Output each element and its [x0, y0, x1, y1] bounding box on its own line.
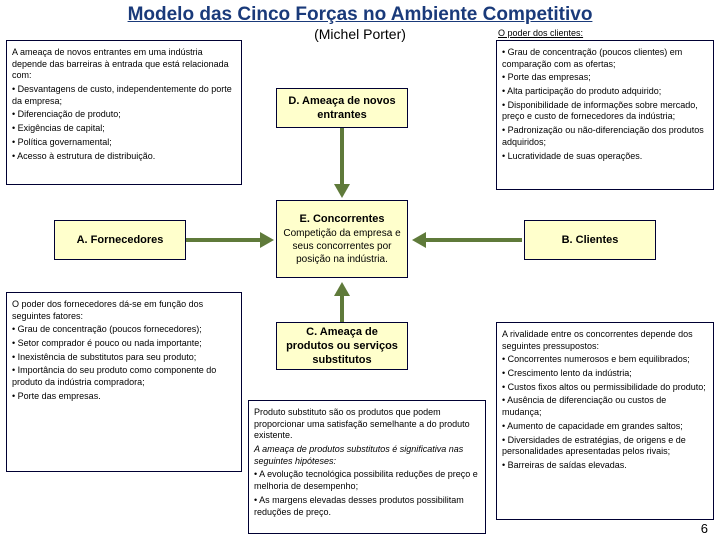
list-item: • Crescimento lento da indústria;	[502, 368, 708, 380]
entrants-heading: A ameaça de novos entrantes em uma indús…	[12, 47, 236, 82]
list-item: • Barreiras de saídas elevadas.	[502, 460, 708, 472]
force-b-label: B. Clientes	[562, 233, 619, 247]
list-item: • Diferenciação de produto;	[12, 109, 236, 121]
suppliers-heading: O poder dos fornecedores dá-se em função…	[12, 299, 236, 322]
list-item: • Lucratividade de suas operações.	[502, 151, 708, 163]
substitutes-explain-box: Produto substituto são os produtos que p…	[248, 400, 486, 534]
force-d-label: D. Ameaça de novos entrantes	[282, 94, 402, 123]
clients-explain-box: • Grau de concentração (poucos clientes)…	[496, 40, 714, 190]
list-item: • Custos fixos altos ou permissibilidade…	[502, 382, 708, 394]
list-item: • Acesso à estrutura de distribuição.	[12, 151, 236, 163]
page-number: 6	[701, 521, 708, 536]
list-item: • Disponibilidade de informações sobre m…	[502, 100, 708, 123]
list-item: • Setor comprador é pouco ou nada import…	[12, 338, 236, 350]
force-e-title: E. Concorrentes	[300, 212, 385, 226]
force-a-label: A. Fornecedores	[77, 233, 164, 247]
arrow-c-to-e	[330, 280, 354, 324]
list-item: • Padronização ou não-diferenciação dos …	[502, 125, 708, 148]
arrow-b-to-e	[408, 228, 524, 252]
force-c-label: C. Ameaça de produtos ou serviços substi…	[282, 325, 402, 368]
force-c-box: C. Ameaça de produtos ou serviços substi…	[276, 322, 408, 370]
entrants-explain-box: A ameaça de novos entrantes em uma indús…	[6, 40, 242, 185]
rival-heading: A rivalidade entre os concorrentes depen…	[502, 329, 708, 352]
list-item: • Diversidades de estratégias, de origen…	[502, 435, 708, 458]
list-item: • Concorrentes numerosos e bem equilibra…	[502, 354, 708, 366]
subs-heading: Produto substituto são os produtos que p…	[254, 407, 480, 442]
clients-heading: O poder dos clientes:	[498, 28, 583, 38]
list-item: • A evolução tecnológica possibilita red…	[254, 469, 480, 492]
list-item: • Grau de concentração (poucos fornecedo…	[12, 324, 236, 336]
list-item: • Desvantagens de custo, independentemen…	[12, 84, 236, 107]
arrow-a-to-e	[186, 228, 276, 252]
arrow-d-to-e	[330, 128, 354, 200]
list-item: • Porte das empresas.	[12, 391, 236, 403]
list-item: • Porte das empresas;	[502, 72, 708, 84]
force-e-body: Competição da empresa e seus concorrente…	[282, 227, 402, 266]
suppliers-explain-box: O poder dos fornecedores dá-se em função…	[6, 292, 242, 472]
list-item: • Alta participação do produto adquirido…	[502, 86, 708, 98]
rivalry-explain-box: A rivalidade entre os concorrentes depen…	[496, 322, 714, 520]
force-e-box: E. Concorrentes Competição da empresa e …	[276, 200, 408, 278]
list-item: • Grau de concentração (poucos clientes)…	[502, 47, 708, 70]
force-d-box: D. Ameaça de novos entrantes	[276, 88, 408, 128]
list-item: • Aumento de capacidade em grandes salto…	[502, 421, 708, 433]
list-item: • Política governamental;	[12, 137, 236, 149]
force-b-box: B. Clientes	[524, 220, 656, 260]
subs-line: A ameaça de produtos substitutos é signi…	[254, 444, 480, 467]
list-item: • Ausência de diferenciação ou custos de…	[502, 395, 708, 418]
list-item: • As margens elevadas desses produtos po…	[254, 495, 480, 518]
page-title: Modelo das Cinco Forças no Ambiente Comp…	[0, 0, 720, 26]
list-item: • Importância do seu produto como compon…	[12, 365, 236, 388]
list-item: • Inexistência de substitutos para seu p…	[12, 352, 236, 364]
list-item: • Exigências de capital;	[12, 123, 236, 135]
force-a-box: A. Fornecedores	[54, 220, 186, 260]
